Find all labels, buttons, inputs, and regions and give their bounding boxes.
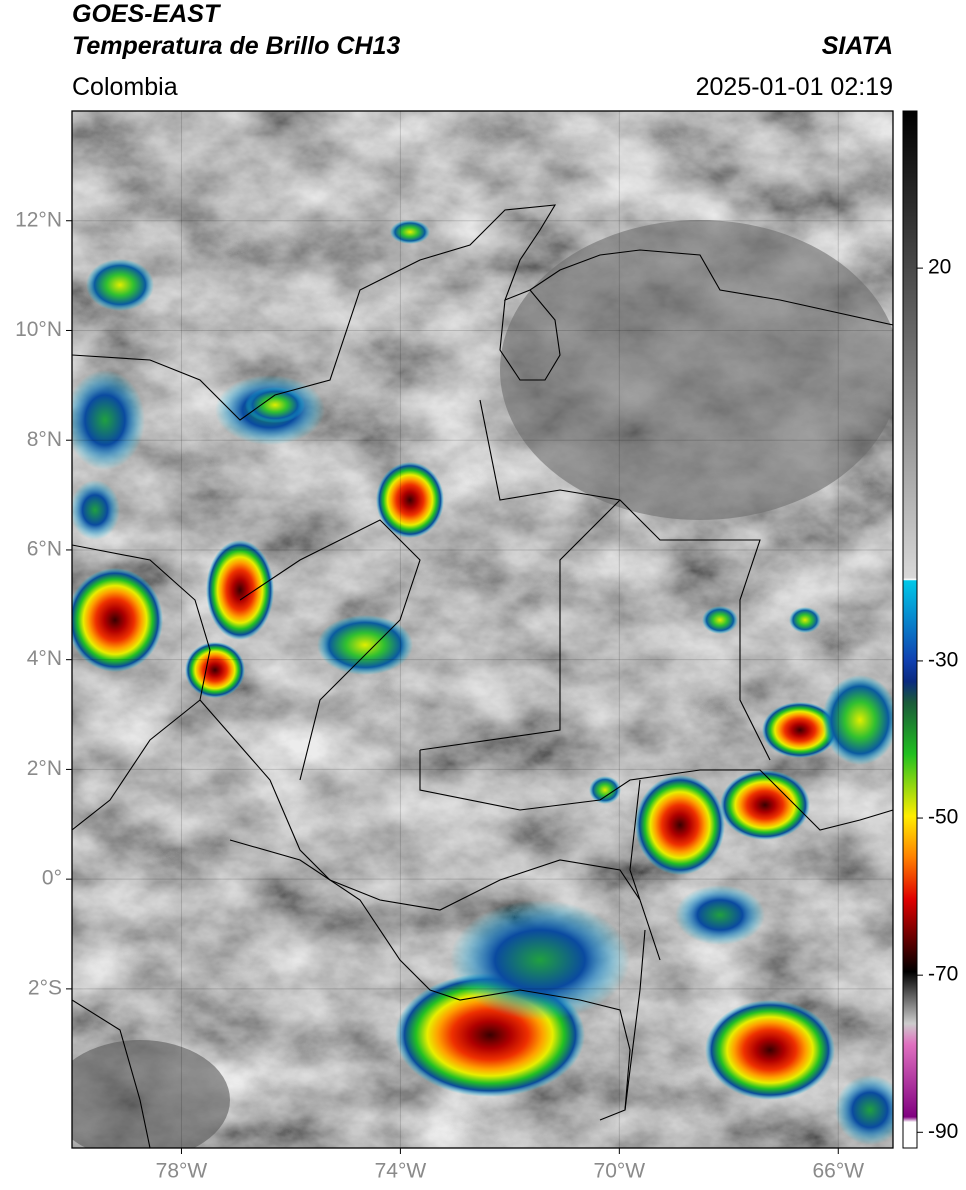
lat-label: 12°N (15, 208, 62, 231)
lat-label: 0° (42, 867, 62, 890)
source: SIATA (822, 32, 893, 60)
lon-label: 74°W (375, 1160, 427, 1183)
region: Colombia (72, 73, 178, 101)
colorbar-label: 20 (928, 256, 951, 279)
lat-label: 6°N (27, 537, 62, 560)
colorbar-label: -30 (928, 648, 958, 671)
colorbar-label: -50 (928, 806, 958, 829)
map-frame (71, 110, 894, 1149)
lat-label: 2°S (28, 976, 62, 999)
colorbar-label: -70 (928, 963, 958, 986)
colorbar-label: -90 (928, 1120, 958, 1143)
datetime: 2025-01-01 02:19 (696, 73, 893, 101)
lon-label: 70°W (594, 1160, 646, 1183)
lat-label: 8°N (27, 428, 62, 451)
borders (72, 204, 893, 1148)
grid (72, 111, 893, 1148)
subtitle: Temperatura de Brillo CH13 (72, 32, 400, 60)
lat-label: 10°N (15, 318, 62, 341)
lat-label: 2°N (27, 757, 62, 780)
lat-label: 4°N (27, 647, 62, 670)
convection (72, 220, 893, 1145)
lon-label: 78°W (156, 1160, 208, 1183)
lon-label: 66°W (812, 1160, 864, 1183)
map-image (72, 111, 893, 1148)
colorbar (902, 110, 918, 1149)
title: GOES-EAST (72, 0, 222, 28)
